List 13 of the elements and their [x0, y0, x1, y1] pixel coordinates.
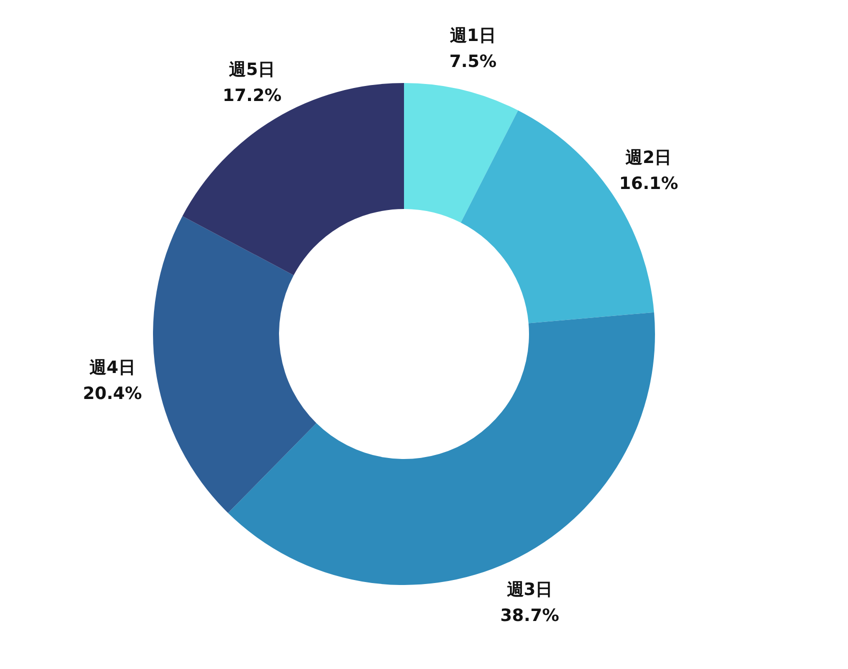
slice-label: 週3日	[506, 580, 553, 600]
data-label: 38.7%	[500, 606, 560, 626]
donut-slice	[404, 83, 518, 223]
data-label: 16.1%	[619, 174, 678, 194]
slice-label: 週1日	[449, 26, 496, 46]
donut-slice	[182, 83, 404, 276]
data-label: 17.2%	[222, 86, 282, 106]
slice-label: 週2日	[624, 148, 672, 168]
slice-label: 週5日	[228, 60, 276, 80]
slice-label: 週4日	[88, 358, 136, 378]
data-label: 20.4%	[82, 384, 142, 404]
data-label: 7.5%	[449, 52, 497, 72]
donut-slice	[153, 216, 316, 514]
